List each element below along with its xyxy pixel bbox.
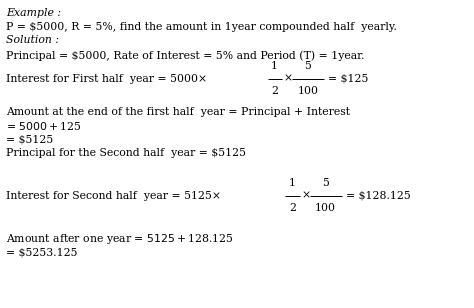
Text: = $125: = $125	[328, 74, 368, 83]
Text: P = $5000, R = 5%, find the amount in 1year compounded half  yearly.: P = $5000, R = 5%, find the amount in 1y…	[6, 22, 397, 32]
Text: ×: ×	[283, 74, 293, 83]
Text: ×: ×	[301, 191, 310, 201]
Text: 5: 5	[322, 178, 329, 188]
Text: Interest for First half  year = 5000×: Interest for First half year = 5000×	[6, 74, 207, 83]
Text: = $5253.125: = $5253.125	[6, 248, 77, 257]
Text: 1: 1	[271, 61, 278, 71]
Text: 2: 2	[271, 86, 278, 96]
Text: 1: 1	[289, 178, 296, 188]
Text: Amount at the end of the first half  year = Principal + Interest: Amount at the end of the first half year…	[6, 107, 350, 117]
Text: 2: 2	[289, 203, 296, 213]
Text: Amount after one year = $5125+ $128.125: Amount after one year = $5125+ $128.125	[6, 232, 233, 246]
Text: = $128.125: = $128.125	[346, 191, 410, 201]
Text: 5: 5	[304, 61, 311, 71]
Text: Solution :: Solution :	[6, 35, 59, 45]
Text: Principal for the Second half  year = $5125: Principal for the Second half year = $51…	[6, 148, 246, 158]
Text: = $5000+ $125: = $5000+ $125	[6, 120, 81, 132]
Text: = $5125: = $5125	[6, 135, 53, 145]
Text: 100: 100	[297, 86, 318, 96]
Text: Interest for Second half  year = 5125×: Interest for Second half year = 5125×	[6, 191, 221, 201]
Text: 100: 100	[315, 203, 336, 213]
Text: Principal = $5000, Rate of Interest = 5% and Period (T) = 1year.: Principal = $5000, Rate of Interest = 5%…	[6, 51, 364, 61]
Text: Example :: Example :	[6, 8, 61, 18]
